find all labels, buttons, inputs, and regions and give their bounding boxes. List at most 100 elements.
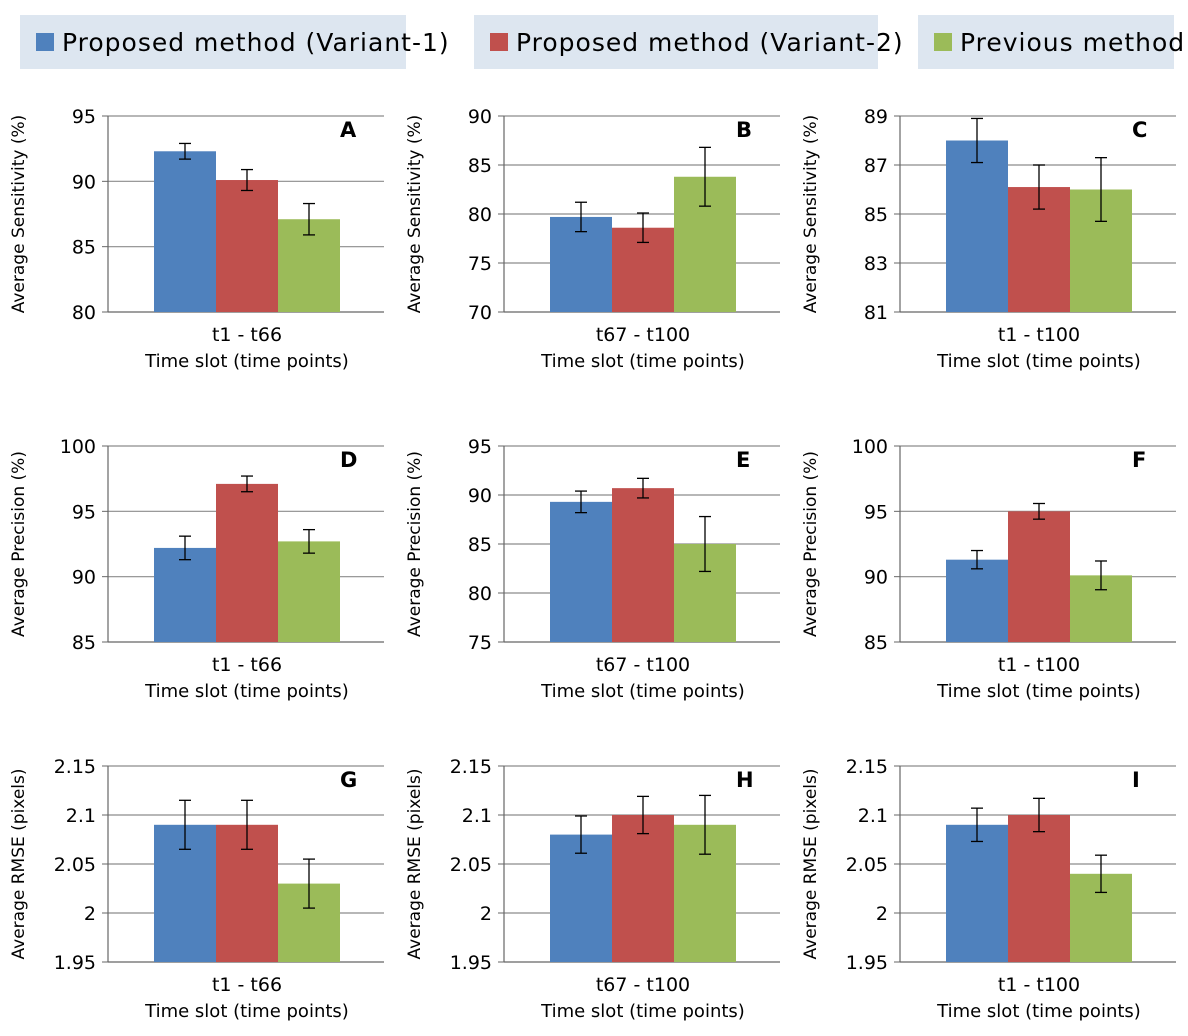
y-tick-label: 85 — [468, 155, 492, 177]
y-tick-label: 1.95 — [846, 952, 888, 974]
y-tick-label: 100 — [60, 436, 96, 458]
panel-label: E — [736, 448, 750, 472]
y-axis-title: Average RMSE (pixels) — [9, 769, 29, 960]
y-axis-title: Average Sensitivity (%) — [405, 115, 425, 314]
y-tick-label: 2.1 — [858, 805, 888, 827]
y-tick-label: 80 — [72, 302, 96, 324]
y-tick-label: 85 — [864, 204, 888, 226]
x-category-label: t1 - t100 — [998, 974, 1080, 996]
x-axis-title: Time slot (time points) — [540, 681, 745, 702]
bar-variant-1 — [550, 501, 612, 642]
y-tick-label: 80 — [468, 583, 492, 605]
y-tick-label: 2.15 — [450, 756, 492, 778]
bar-variant-2 — [1008, 815, 1070, 962]
y-tick-label: 2 — [480, 903, 492, 925]
y-tick-label: 2 — [876, 903, 888, 925]
y-axis-title: Average Precision (%) — [9, 451, 29, 637]
x-category-label: t1 - t66 — [212, 654, 282, 676]
y-tick-label: 2.05 — [450, 854, 492, 876]
legend-label: Previous method — [960, 27, 1186, 57]
y-tick-label: 95 — [468, 436, 492, 458]
y-tick-label: 90 — [72, 567, 96, 589]
legend-swatch-green — [934, 33, 952, 51]
chart-panel-c: 81 83 85 87 89 Ct1 - t100 Time slot (time poin… — [801, 106, 1176, 372]
bar-variant-1 — [550, 216, 612, 312]
y-tick-label: 70 — [468, 302, 492, 324]
chart-panel-i: 1.95 2 2.05 2.1 2.15 It1 - t100 Time slot (tim… — [801, 756, 1176, 1022]
x-axis-title: Time slot (time points) — [144, 681, 349, 702]
x-category-label: t1 - t100 — [998, 324, 1080, 346]
bar-variant-2 — [216, 180, 278, 312]
x-axis-title: Time slot (time points) — [144, 1001, 349, 1022]
y-tick-label: 2 — [84, 903, 96, 925]
panel-label: H — [736, 768, 754, 792]
y-tick-label: 89 — [864, 106, 888, 128]
y-tick-label: 95 — [72, 501, 96, 523]
y-tick-label: 2.15 — [54, 756, 96, 778]
y-tick-label: 85 — [72, 632, 96, 654]
y-tick-label: 95 — [72, 106, 96, 128]
x-category-label: t67 - t100 — [596, 974, 690, 996]
y-tick-label: 90 — [468, 485, 492, 507]
bar-variant-2 — [612, 488, 674, 642]
chart-panel-d: 85 90 95 100 Dt1 - t66 Time slot (time points… — [9, 436, 384, 702]
panel-label: A — [340, 118, 357, 142]
bar-variant-1 — [154, 547, 216, 642]
x-category-label: t1 - t66 — [212, 974, 282, 996]
panel-label: I — [1132, 768, 1140, 792]
y-tick-label: 1.95 — [450, 952, 492, 974]
legend-item-variant-1: Proposed method (Variant-1) — [20, 15, 449, 69]
y-tick-label: 1.95 — [54, 952, 96, 974]
x-axis-title: Time slot (time points) — [936, 351, 1141, 372]
y-tick-label: 2.05 — [846, 854, 888, 876]
y-tick-label: 90 — [468, 106, 492, 128]
y-axis-title: Average Sensitivity (%) — [801, 115, 821, 314]
x-category-label: t1 - t100 — [998, 654, 1080, 676]
panel-label: D — [340, 448, 357, 472]
y-tick-label: 75 — [468, 632, 492, 654]
bar-variant-1 — [946, 559, 1008, 642]
panel-label: G — [340, 768, 357, 792]
x-category-label: t1 - t66 — [212, 324, 282, 346]
y-tick-label: 2.05 — [54, 854, 96, 876]
bar-variant-1 — [946, 140, 1008, 312]
x-axis-title: Time slot (time points) — [936, 1001, 1141, 1022]
bar-variant-1 — [154, 151, 216, 312]
y-tick-label: 85 — [864, 632, 888, 654]
y-tick-label: 81 — [864, 302, 888, 324]
chart-panel-g: 1.95 2 2.05 2.1 2.15 Gt1 - t66 Time slot (time… — [9, 756, 384, 1022]
y-tick-label: 2.15 — [846, 756, 888, 778]
panel-label: F — [1132, 448, 1146, 472]
x-axis-title: Time slot (time points) — [540, 1001, 745, 1022]
x-category-label: t67 - t100 — [596, 324, 690, 346]
legend-label: Proposed method (Variant-1) — [62, 27, 450, 57]
bar-variant-2 — [216, 483, 278, 642]
bar-variant-1 — [946, 824, 1008, 962]
y-tick-label: 75 — [468, 253, 492, 275]
legend-swatch-blue — [36, 33, 54, 51]
chart-panel-a: 80 85 90 95 At1 - t66 Time slot (time points)… — [9, 106, 384, 372]
y-tick-label: 2.1 — [66, 805, 96, 827]
y-tick-label: 83 — [864, 253, 888, 275]
legend-swatch-red — [490, 33, 508, 51]
x-axis-title: Time slot (time points) — [144, 351, 349, 372]
y-axis-title: Average RMSE (pixels) — [801, 769, 821, 960]
y-tick-label: 80 — [468, 204, 492, 226]
legend-item-previous: Previous method — [918, 15, 1184, 69]
y-tick-label: 95 — [864, 501, 888, 523]
y-tick-label: 90 — [864, 567, 888, 589]
y-tick-label: 85 — [468, 534, 492, 556]
bar-variant-2 — [612, 815, 674, 962]
y-tick-label: 2.1 — [462, 805, 492, 827]
y-tick-label: 90 — [72, 171, 96, 193]
x-axis-title: Time slot (time points) — [540, 351, 745, 372]
y-axis-title: Average RMSE (pixels) — [405, 769, 425, 960]
bar-variant-2 — [1008, 511, 1070, 642]
legend-label: Proposed method (Variant-2) — [516, 27, 904, 57]
y-axis-title: Average Sensitivity (%) — [9, 115, 29, 314]
bar-variant-1 — [550, 834, 612, 962]
y-tick-label: 100 — [852, 436, 888, 458]
